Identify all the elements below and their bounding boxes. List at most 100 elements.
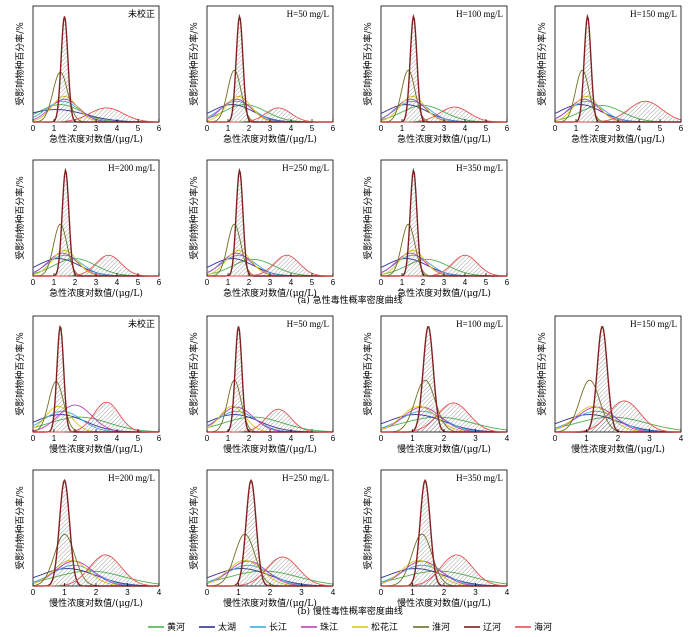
panel-annotation: H=150 mg/L bbox=[630, 319, 677, 329]
x-tick-label: 2 bbox=[73, 434, 78, 443]
legend-label: 淮河 bbox=[432, 621, 450, 633]
series-fill-海河 bbox=[381, 107, 507, 122]
y-axis-label: 受影响物种百分率/% bbox=[362, 22, 374, 106]
x-tick-label: 0 bbox=[553, 434, 558, 443]
series-fill-海河 bbox=[555, 400, 681, 432]
series-fill-辽河 bbox=[207, 170, 333, 276]
caption-a: (a) 急性毒性概率密度曲线 bbox=[297, 294, 402, 306]
panel-10: 0 1 2 3 4 慢性浓度对数值/(μg/L) 受影响物种百分率/% H=100 mg/L bbox=[362, 315, 510, 455]
legend-item-松花江: 松花江 bbox=[352, 621, 398, 633]
x-tick-label: 6 bbox=[505, 124, 510, 133]
x-tick-label: 6 bbox=[331, 124, 336, 133]
panel-annotation: H=250 mg/L bbox=[282, 473, 329, 483]
panel-4: 0 1 2 3 4 5 6 急性浓度对数值/(μg/L) 受影响物种百分率/% H=150 mg/… bbox=[536, 5, 684, 145]
panel-annotation: 未校正 bbox=[128, 318, 155, 329]
series-fill-辽河 bbox=[33, 326, 159, 432]
series-fill-海河 bbox=[381, 554, 507, 586]
series-line-海河 bbox=[555, 400, 682, 433]
x-tick-label: 0 bbox=[31, 434, 36, 443]
x-axis-label: 慢性浓度对数值/(μg/L) bbox=[571, 443, 665, 455]
x-tick-label: 1 bbox=[410, 588, 415, 597]
legend-label: 海河 bbox=[534, 621, 552, 633]
y-axis-label: 受影响物种百分率/% bbox=[536, 332, 548, 416]
x-tick-label: 6 bbox=[679, 124, 684, 133]
y-axis-label: 受影响物种百分率/% bbox=[14, 332, 26, 416]
series-fill-海河 bbox=[207, 557, 333, 586]
series-line-淮河 bbox=[380, 223, 507, 277]
x-axis-label: 慢性浓度对数值/(μg/L) bbox=[223, 597, 317, 609]
x-tick-label: 1 bbox=[52, 278, 57, 287]
x-tick-label: 4 bbox=[679, 434, 684, 443]
x-tick-label: 0 bbox=[205, 124, 210, 133]
x-tick-label: 0 bbox=[379, 588, 384, 597]
x-tick-label: 2 bbox=[268, 588, 273, 597]
x-tick-label: 4 bbox=[289, 434, 294, 443]
panel-annotation: H=250 mg/L bbox=[282, 163, 329, 173]
series-fill-海河 bbox=[207, 107, 333, 122]
x-tick-label: 5 bbox=[136, 124, 141, 133]
x-axis-label: 急性浓度对数值/(μg/L) bbox=[49, 133, 143, 145]
x-tick-label: 2 bbox=[421, 124, 426, 133]
x-tick-label: 1 bbox=[574, 124, 579, 133]
panel-annotation: H=350 mg/L bbox=[456, 473, 503, 483]
series-fill-辽河 bbox=[33, 480, 159, 586]
series-line-海河 bbox=[207, 556, 334, 587]
panel-12: 0 1 2 3 4 慢性浓度对数值/(μg/L) 受影响物种百分率/% H=200 mg/L bbox=[14, 469, 162, 609]
x-tick-label: 0 bbox=[31, 278, 36, 287]
x-tick-label: 6 bbox=[157, 434, 162, 443]
x-tick-label: 5 bbox=[136, 278, 141, 287]
panel-annotation: H=50 mg/L bbox=[287, 9, 329, 19]
x-tick-label: 4 bbox=[463, 278, 468, 287]
legend-label: 珠江 bbox=[320, 621, 338, 633]
x-tick-label: 2 bbox=[73, 278, 78, 287]
panel-annotation: H=200 mg/L bbox=[108, 163, 155, 173]
x-tick-label: 3 bbox=[647, 434, 652, 443]
legend-item-海河: 海河 bbox=[515, 621, 552, 633]
x-tick-label: 3 bbox=[299, 588, 304, 597]
x-axis-label: 急性浓度对数值/(μg/L) bbox=[571, 133, 665, 145]
x-axis-label: 慢性浓度对数值/(μg/L) bbox=[397, 443, 491, 455]
x-tick-label: 2 bbox=[421, 278, 426, 287]
x-tick-label: 3 bbox=[268, 124, 273, 133]
x-axis-label: 急性浓度对数值/(μg/L) bbox=[49, 287, 143, 299]
panel-3: 0 1 2 3 4 5 6 急性浓度对数值/(μg/L) 受影响物种百分率/% H=100 mg/… bbox=[362, 5, 510, 145]
x-tick-label: 1 bbox=[584, 434, 589, 443]
series-fill-辽河 bbox=[207, 326, 333, 432]
series-fill-海河 bbox=[207, 409, 333, 432]
x-tick-label: 5 bbox=[310, 124, 315, 133]
x-tick-label: 1 bbox=[236, 588, 241, 597]
x-tick-label: 1 bbox=[410, 434, 415, 443]
x-tick-label: 3 bbox=[94, 124, 99, 133]
x-tick-label: 3 bbox=[268, 278, 273, 287]
x-tick-label: 1 bbox=[62, 588, 67, 597]
series-fill-辽河 bbox=[381, 16, 507, 122]
panel-annotation: H=50 mg/L bbox=[287, 319, 329, 329]
panel-5: 0 1 2 3 4 5 6 急性浓度对数值/(μg/L) 受影响物种百分率/% H=200 mg/… bbox=[14, 159, 162, 299]
legend-item-辽河: 辽河 bbox=[464, 621, 501, 633]
x-tick-label: 2 bbox=[73, 124, 78, 133]
x-tick-label: 0 bbox=[205, 588, 210, 597]
series-fill-海河 bbox=[555, 101, 681, 122]
panel-14: 0 1 2 3 4 慢性浓度对数值/(μg/L) 受影响物种百分率/% H=350 mg/L bbox=[362, 469, 510, 609]
x-axis-label: 急性浓度对数值/(μg/L) bbox=[397, 287, 491, 299]
x-tick-label: 4 bbox=[637, 124, 642, 133]
series-line-海河 bbox=[381, 402, 508, 433]
panel-8: 0 1 2 3 4 5 6 慢性浓度对数值/(μg/L) 受影响物种百分率/% 未校正 bbox=[14, 315, 162, 455]
x-tick-label: 4 bbox=[115, 124, 120, 133]
x-tick-label: 4 bbox=[115, 278, 120, 287]
x-tick-label: 5 bbox=[484, 124, 489, 133]
x-tick-label: 2 bbox=[247, 434, 252, 443]
panel-6: 0 1 2 3 4 5 6 急性浓度对数值/(μg/L) 受影响物种百分率/% H=250 mg/… bbox=[188, 159, 336, 299]
legend: 黄河 太湖 长江 珠江 松花江 淮河 辽河 海河 bbox=[148, 621, 552, 633]
x-tick-label: 5 bbox=[136, 434, 141, 443]
x-tick-label: 5 bbox=[310, 434, 315, 443]
x-tick-label: 2 bbox=[616, 434, 621, 443]
legend-item-太湖: 太湖 bbox=[199, 621, 236, 633]
x-tick-label: 6 bbox=[331, 278, 336, 287]
series-fill-海河 bbox=[33, 554, 159, 586]
x-tick-label: 1 bbox=[400, 278, 405, 287]
x-tick-label: 0 bbox=[31, 588, 36, 597]
panel-9: 0 1 2 3 4 5 6 慢性浓度对数值/(μg/L) 受影响物种百分率/% H=50 mg/L bbox=[188, 315, 336, 455]
x-tick-label: 2 bbox=[247, 278, 252, 287]
x-tick-label: 4 bbox=[115, 434, 120, 443]
